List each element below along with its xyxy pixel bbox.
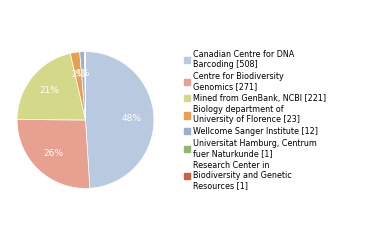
Wedge shape	[17, 53, 85, 120]
Wedge shape	[17, 120, 90, 188]
Wedge shape	[70, 52, 86, 120]
Legend: Canadian Centre for DNA
Barcoding [508], Centre for Biodiversity
Genomics [271],: Canadian Centre for DNA Barcoding [508],…	[184, 50, 326, 190]
Text: 2%: 2%	[71, 70, 86, 78]
Wedge shape	[85, 52, 86, 120]
Text: 1%: 1%	[76, 69, 90, 78]
Text: 26%: 26%	[44, 149, 63, 158]
Wedge shape	[80, 52, 86, 120]
Wedge shape	[85, 52, 86, 120]
Text: 21%: 21%	[39, 86, 59, 95]
Text: 48%: 48%	[122, 114, 142, 123]
Wedge shape	[86, 52, 154, 188]
